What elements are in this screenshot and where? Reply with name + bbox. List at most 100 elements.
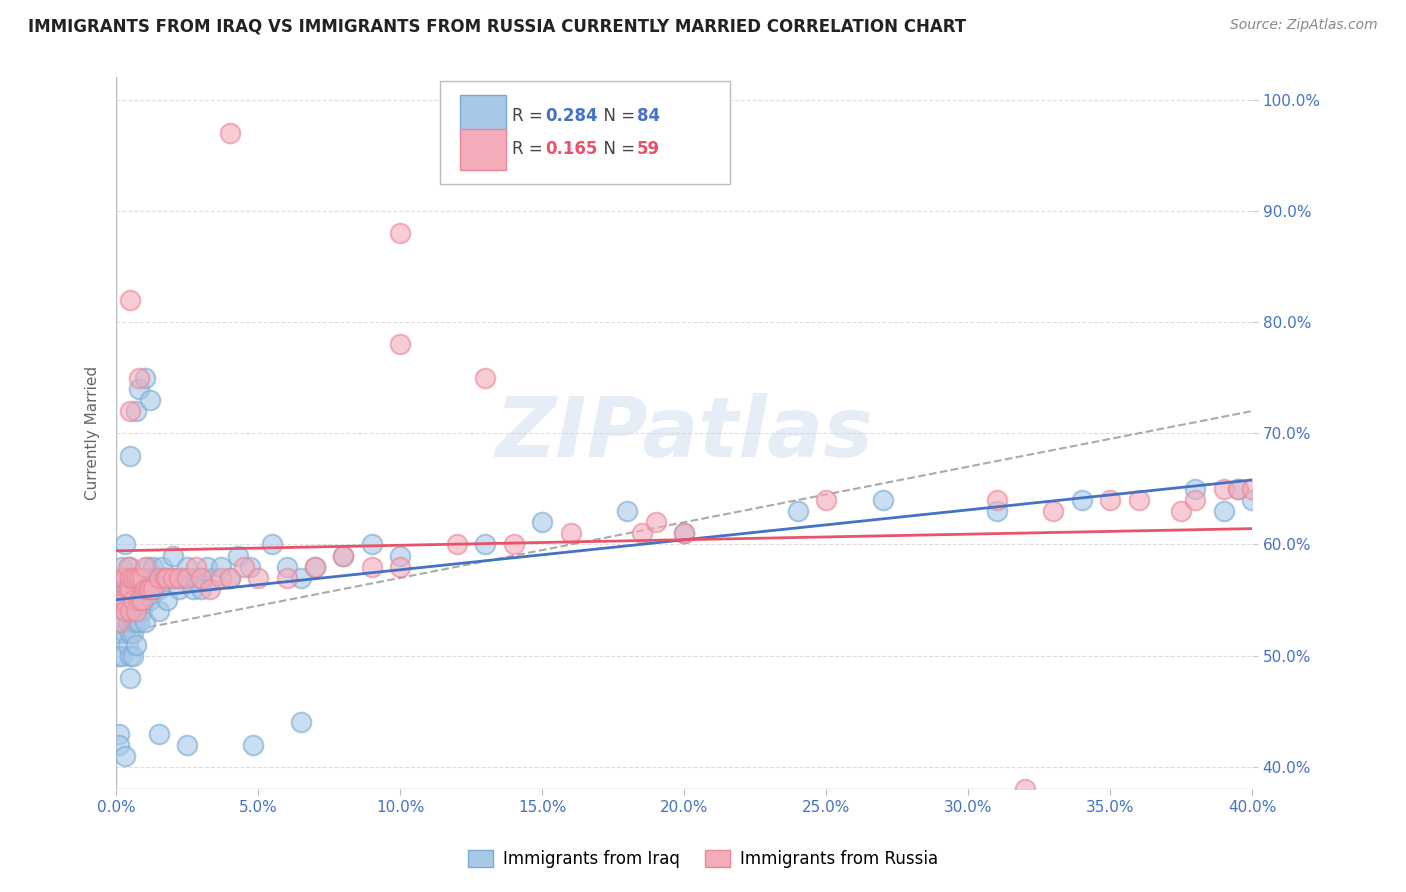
- Point: [304, 559, 326, 574]
- Point: [389, 337, 412, 351]
- Point: [1212, 504, 1234, 518]
- Text: 59: 59: [637, 140, 659, 158]
- Point: [108, 615, 131, 630]
- Point: [162, 549, 184, 563]
- Text: N =: N =: [593, 140, 641, 158]
- Point: [114, 582, 136, 596]
- Point: [162, 571, 184, 585]
- Point: [1170, 504, 1192, 518]
- Point: [148, 582, 170, 596]
- Point: [117, 559, 139, 574]
- Point: [167, 571, 190, 585]
- Point: [1070, 493, 1092, 508]
- Point: [136, 582, 159, 596]
- Point: [209, 571, 232, 585]
- Point: [122, 593, 145, 607]
- Point: [148, 604, 170, 618]
- Point: [108, 626, 131, 640]
- Point: [114, 571, 136, 585]
- Point: [114, 593, 136, 607]
- Point: [242, 738, 264, 752]
- Point: [122, 615, 145, 630]
- Point: [150, 559, 173, 574]
- Point: [1128, 493, 1150, 508]
- Point: [128, 571, 150, 585]
- Point: [190, 571, 212, 585]
- Point: [120, 582, 142, 596]
- Point: [560, 526, 582, 541]
- Point: [170, 571, 193, 585]
- Point: [139, 392, 162, 407]
- Point: [176, 571, 198, 585]
- Point: [134, 571, 156, 585]
- Point: [786, 504, 808, 518]
- Point: [247, 571, 270, 585]
- Point: [128, 593, 150, 607]
- Point: [986, 504, 1008, 518]
- Point: [139, 582, 162, 596]
- Point: [128, 571, 150, 585]
- FancyBboxPatch shape: [461, 95, 506, 136]
- Point: [120, 626, 142, 640]
- Point: [156, 593, 179, 607]
- Point: [1014, 782, 1036, 797]
- Legend: Immigrants from Iraq, Immigrants from Russia: Immigrants from Iraq, Immigrants from Ru…: [461, 843, 945, 875]
- Point: [125, 571, 148, 585]
- Point: [128, 593, 150, 607]
- Text: IMMIGRANTS FROM IRAQ VS IMMIGRANTS FROM RUSSIA CURRENTLY MARRIED CORRELATION CHA: IMMIGRANTS FROM IRAQ VS IMMIGRANTS FROM …: [28, 18, 966, 36]
- Point: [122, 626, 145, 640]
- Point: [125, 582, 148, 596]
- Point: [120, 404, 142, 418]
- Point: [474, 537, 496, 551]
- Point: [156, 571, 179, 585]
- Point: [120, 604, 142, 618]
- Point: [142, 582, 165, 596]
- Point: [128, 382, 150, 396]
- Point: [1212, 482, 1234, 496]
- FancyBboxPatch shape: [461, 128, 506, 170]
- Point: [134, 615, 156, 630]
- Point: [117, 582, 139, 596]
- Point: [114, 748, 136, 763]
- Point: [167, 582, 190, 596]
- Point: [673, 526, 696, 541]
- Point: [131, 593, 153, 607]
- Point: [290, 571, 312, 585]
- Point: [142, 582, 165, 596]
- FancyBboxPatch shape: [440, 81, 730, 184]
- Point: [332, 549, 354, 563]
- Point: [176, 738, 198, 752]
- Point: [120, 604, 142, 618]
- Y-axis label: Currently Married: Currently Married: [86, 367, 100, 500]
- Point: [1241, 493, 1264, 508]
- Text: N =: N =: [593, 107, 641, 125]
- Point: [233, 559, 256, 574]
- Point: [446, 537, 468, 551]
- Point: [111, 582, 134, 596]
- Point: [125, 404, 148, 418]
- Point: [198, 582, 221, 596]
- Point: [630, 526, 652, 541]
- Point: [332, 549, 354, 563]
- Point: [159, 571, 181, 585]
- Point: [131, 582, 153, 596]
- Point: [673, 526, 696, 541]
- Point: [239, 559, 262, 574]
- Point: [190, 582, 212, 596]
- Point: [120, 293, 142, 307]
- Point: [128, 370, 150, 384]
- Point: [872, 493, 894, 508]
- Point: [616, 504, 638, 518]
- Text: 0.284: 0.284: [546, 107, 599, 125]
- Point: [125, 604, 148, 618]
- Point: [389, 549, 412, 563]
- Point: [111, 559, 134, 574]
- Point: [1184, 493, 1206, 508]
- Point: [122, 571, 145, 585]
- Point: [111, 615, 134, 630]
- Point: [148, 571, 170, 585]
- Point: [125, 638, 148, 652]
- Point: [195, 559, 218, 574]
- Point: [389, 226, 412, 240]
- Point: [134, 582, 156, 596]
